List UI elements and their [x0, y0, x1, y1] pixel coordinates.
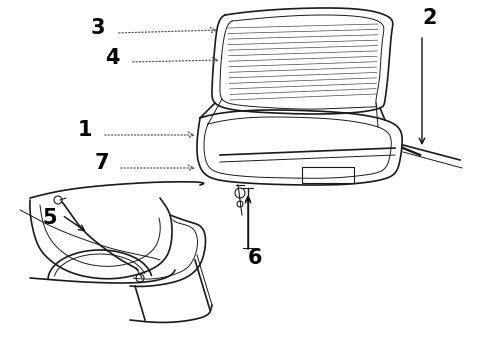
Text: 1: 1 — [78, 120, 92, 140]
Bar — [302, 167, 354, 183]
Text: 3: 3 — [91, 18, 105, 38]
Text: 4: 4 — [105, 48, 119, 68]
Text: 6: 6 — [248, 248, 262, 268]
Text: 5: 5 — [43, 208, 57, 228]
Text: 7: 7 — [95, 153, 109, 173]
Text: 2: 2 — [423, 8, 437, 28]
